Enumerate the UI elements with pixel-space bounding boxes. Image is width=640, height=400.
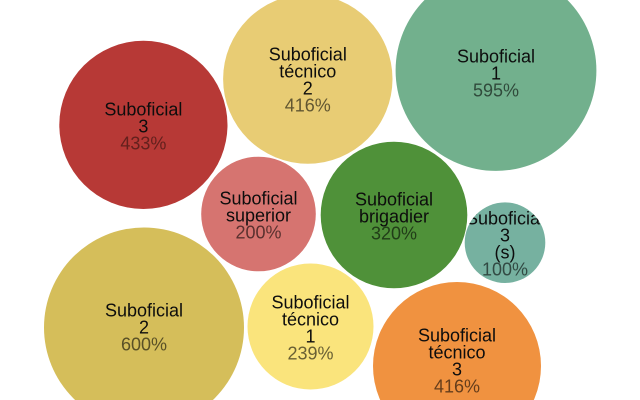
svg-text:595%: 595%	[473, 81, 519, 101]
svg-text:416%: 416%	[285, 95, 331, 115]
svg-text:433%: 433%	[120, 133, 166, 153]
svg-text:2: 2	[139, 318, 149, 338]
svg-text:Suboficial: Suboficial	[466, 209, 544, 229]
svg-text:1: 1	[491, 64, 501, 84]
svg-text:Suboficial: Suboficial	[355, 190, 433, 210]
svg-text:Suboficial: Suboficial	[104, 99, 182, 119]
svg-text:200%: 200%	[235, 223, 281, 243]
svg-text:Suboficial: Suboficial	[457, 47, 535, 67]
svg-text:Suboficial: Suboficial	[105, 301, 183, 321]
svg-text:técnico: técnico	[282, 310, 339, 330]
svg-text:superior: superior	[226, 206, 291, 226]
svg-text:239%: 239%	[287, 344, 333, 364]
svg-text:Suboficial: Suboficial	[269, 44, 347, 64]
svg-text:1: 1	[305, 327, 315, 347]
svg-text:3: 3	[452, 360, 462, 380]
svg-text:brigadier: brigadier	[359, 207, 429, 227]
svg-text:Suboficial: Suboficial	[271, 293, 349, 313]
svg-text:técnico: técnico	[428, 343, 485, 363]
svg-text:Suboficial: Suboficial	[219, 189, 297, 209]
svg-text:600%: 600%	[121, 335, 167, 355]
svg-text:técnico: técnico	[279, 61, 336, 81]
svg-text:2: 2	[303, 78, 313, 98]
svg-text:320%: 320%	[371, 224, 417, 244]
svg-text:3: 3	[500, 226, 510, 246]
svg-text:100%: 100%	[482, 260, 528, 280]
svg-text:Suboficial: Suboficial	[418, 326, 496, 346]
svg-text:3: 3	[138, 116, 148, 136]
svg-text:416%: 416%	[434, 377, 480, 397]
svg-text:(s): (s)	[495, 243, 516, 263]
